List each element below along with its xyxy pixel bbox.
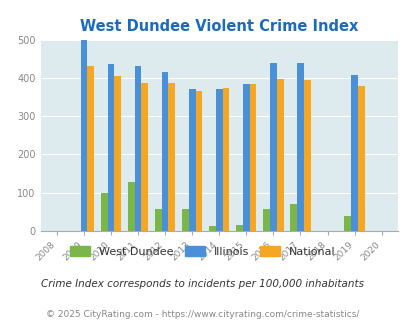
Bar xyxy=(262,209,269,231)
Bar xyxy=(296,63,303,231)
Bar xyxy=(100,193,107,231)
Bar xyxy=(141,83,148,231)
Bar xyxy=(168,83,175,231)
Bar xyxy=(155,209,161,231)
Bar xyxy=(290,204,296,231)
Bar xyxy=(134,66,141,231)
Bar xyxy=(215,89,222,231)
Bar xyxy=(236,225,242,231)
Bar xyxy=(357,86,364,231)
Bar xyxy=(209,226,215,231)
Bar xyxy=(188,88,195,231)
Bar xyxy=(222,88,229,231)
Bar xyxy=(269,63,276,231)
Bar xyxy=(343,216,350,231)
Bar xyxy=(249,84,256,231)
Bar xyxy=(303,80,310,231)
Bar xyxy=(242,84,249,231)
Text: Crime Index corresponds to incidents per 100,000 inhabitants: Crime Index corresponds to incidents per… xyxy=(41,279,364,289)
Bar xyxy=(181,209,188,231)
Bar xyxy=(128,182,134,231)
Bar xyxy=(107,64,114,231)
Bar xyxy=(276,79,283,231)
Bar xyxy=(87,66,94,231)
Bar xyxy=(195,90,202,231)
Bar xyxy=(350,75,357,231)
Legend: West Dundee, Illinois, National: West Dundee, Illinois, National xyxy=(67,243,338,261)
Bar xyxy=(114,76,121,231)
Bar xyxy=(161,72,168,231)
Title: West Dundee Violent Crime Index: West Dundee Violent Crime Index xyxy=(80,19,358,34)
Text: © 2025 CityRating.com - https://www.cityrating.com/crime-statistics/: © 2025 CityRating.com - https://www.city… xyxy=(46,310,359,319)
Bar xyxy=(80,40,87,231)
